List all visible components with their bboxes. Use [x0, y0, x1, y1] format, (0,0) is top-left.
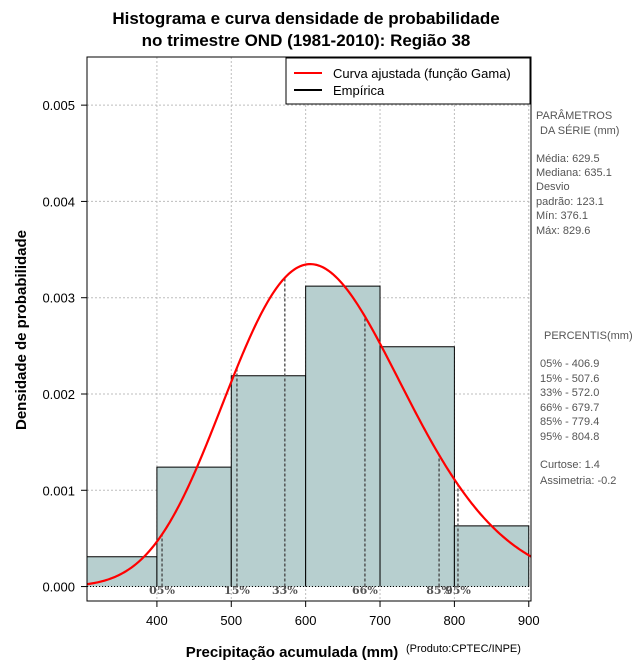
x-axis: 400 500 600 700 800 900 [146, 601, 540, 628]
param-min: Mín: 376.1 [536, 210, 588, 222]
legend: Curva ajustada (função Gama) Empírica [285, 57, 531, 105]
percentile-label-05%: 05% [149, 584, 175, 597]
histogram-bar-2 [231, 375, 306, 587]
side-panel: PARÂMETROS DA SÉRIE (mm) Média: 629.5 Me… [536, 109, 633, 487]
x-tick-label-2: 600 [295, 613, 317, 628]
chart-title-line-1: Histograma e curva densidade de probabil… [112, 9, 499, 28]
percentile-label-66%: 66% [352, 584, 378, 597]
y-tick-label-2: 0.002 [42, 387, 75, 402]
stat-skewness: Assimetria: -0.2 [540, 475, 616, 487]
percentile-label-33%: 33% [272, 584, 298, 597]
percentile-label-15%: 15% [224, 584, 250, 597]
param-mean: Média: 629.5 [536, 153, 600, 165]
x-tick-label-0: 400 [146, 613, 168, 628]
x-tick-label-4: 800 [444, 613, 466, 628]
param-sd: padrão: 123.1 [536, 196, 604, 208]
percentil-15: 15% - 507.6 [540, 373, 599, 385]
gamma-density-curve [86, 263, 532, 586]
percentil-85: 85% - 779.4 [540, 416, 599, 428]
legend-label-curve: Curva ajustada (função Gama) [333, 66, 511, 81]
y-axis: 0.000 0.001 0.002 0.003 0.004 0.005 [42, 98, 87, 595]
y-tick-label-1: 0.001 [42, 483, 75, 498]
params-header-2: DA SÉRIE (mm) [540, 124, 619, 137]
legend-label-empirical: Empírica [333, 83, 385, 98]
percentile-label-85%: 85% [426, 584, 452, 597]
percentil-33: 33% - 572.0 [540, 387, 599, 399]
percentil-66: 66% - 679.7 [540, 402, 599, 414]
histogram-bar-5 [454, 525, 529, 587]
param-max: Máx: 829.6 [536, 225, 590, 237]
histogram-bar-1 [156, 467, 232, 587]
x-tick-label-1: 500 [220, 613, 242, 628]
chart-title-line-2: no trimestre OND (1981-2010): Região 38 [142, 31, 471, 50]
percentile-lines [161, 277, 459, 587]
x-tick-label-5: 900 [518, 613, 540, 628]
percentile-labels: 05% 15% 33% 66% 85%95% [149, 584, 471, 597]
y-axis-title: Densidade de probabilidade [13, 230, 30, 430]
y-tick-label-4: 0.004 [42, 194, 75, 209]
y-tick-label-5: 0.005 [42, 98, 75, 113]
credit-label: (Produto:CPTEC/INPE) [406, 643, 521, 655]
percentil-05: 05% - 406.9 [540, 358, 599, 370]
histogram-bar-4 [380, 346, 455, 587]
percentis-header: PERCENTIS(mm) [544, 330, 633, 342]
legend-box [285, 57, 531, 105]
percentile-label-95%: 95% [445, 584, 471, 597]
param-sd-label: Desvio [536, 181, 570, 193]
stat-kurtosis: Curtose: 1.4 [540, 459, 600, 471]
histogram-bars [86, 285, 531, 588]
histogram-bar-outline-4 [379, 346, 455, 587]
param-median: Mediana: 635.1 [536, 167, 612, 179]
y-tick-label-3: 0.003 [42, 291, 75, 306]
density-curve-layer [86, 263, 532, 586]
params-header-1: PARÂMETROS [536, 109, 612, 122]
percentil-95: 95% - 804.8 [540, 431, 599, 443]
histogram-bar-3 [305, 286, 381, 587]
x-tick-label-3: 700 [369, 613, 391, 628]
y-tick-label-0: 0.000 [42, 580, 75, 595]
plot-frame [86, 56, 532, 602]
x-axis-title: Precipitação acumulada (mm) [186, 644, 399, 660]
